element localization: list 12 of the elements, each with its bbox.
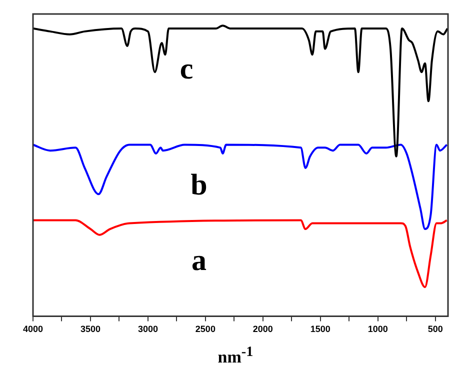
x-tick-label: 3000 xyxy=(138,324,158,334)
x-tick-label: 1000 xyxy=(368,324,388,334)
series-label: b xyxy=(190,168,208,202)
x-tick-label: 3500 xyxy=(80,324,100,334)
series-label: c xyxy=(180,52,194,86)
x-tick-label: 1500 xyxy=(310,324,330,334)
x-axis-title: nm$^{-1}$ xyxy=(216,344,254,368)
series-label: a xyxy=(192,244,206,278)
x-tick-label: 500 xyxy=(428,324,443,334)
x-tick-label: 4000 xyxy=(22,324,44,334)
x-tick-label: 2000 xyxy=(252,324,273,334)
x-tick-label: 2500 xyxy=(195,324,216,334)
